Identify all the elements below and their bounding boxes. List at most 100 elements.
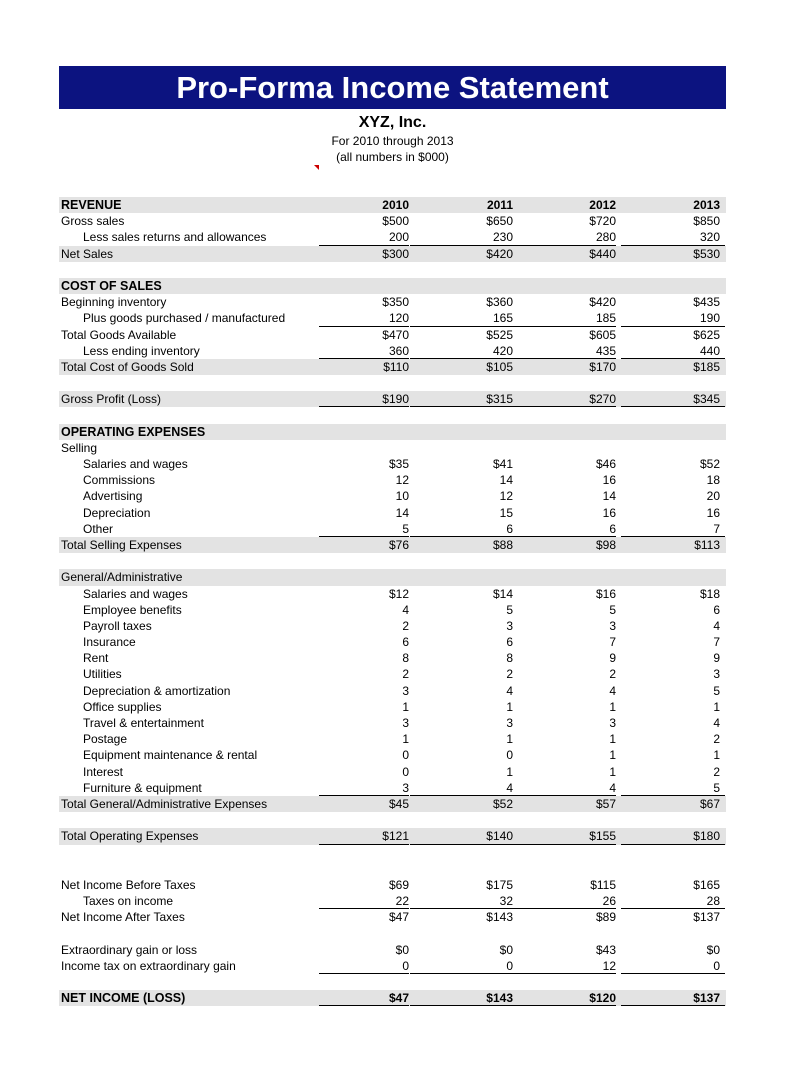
value-cell: 320 — [621, 229, 725, 246]
row-label: NET INCOME (LOSS) — [61, 991, 186, 1006]
value-cell: 2 — [402, 667, 409, 682]
value-cell: 1 — [402, 732, 409, 747]
value-cell: 2 — [713, 764, 720, 779]
value-cell: 1 — [609, 748, 616, 763]
value-cell: 190 — [621, 310, 725, 327]
value-cell: 5 — [506, 602, 513, 617]
table-row: Office supplies 1 1 1 1 — [59, 699, 726, 715]
table-row: Income tax on extraordinary gain 0 0 12 0 — [59, 958, 726, 975]
row-label: Income tax on extraordinary gain — [61, 958, 236, 973]
value-cell: 7 — [713, 635, 720, 650]
row-label: Travel & entertainment — [83, 716, 204, 730]
table-row: Total Selling Expenses $76 $88 $98 $113 — [59, 536, 726, 554]
value-cell: $140 — [410, 828, 513, 845]
value-cell: 1 — [506, 732, 513, 747]
value-cell: 10 — [395, 489, 409, 504]
value-cell: 15 — [499, 505, 513, 520]
value-cell: $625 — [693, 327, 720, 342]
row-label: Insurance — [83, 635, 136, 650]
value-cell: $190 — [319, 391, 409, 408]
value-cell: 3 — [609, 618, 616, 633]
value-cell: $605 — [589, 327, 616, 342]
table-row: Other 5 6 6 7 — [59, 521, 726, 538]
value-cell: $41 — [492, 457, 513, 471]
table-row: Utilities 2 2 2 3 — [59, 666, 726, 682]
value-cell: $0 — [499, 942, 513, 957]
row-label: General/Administrative — [61, 570, 183, 585]
row-label: Payroll taxes — [83, 618, 152, 633]
value-cell: 0 — [319, 958, 409, 975]
value-cell: $850 — [693, 214, 720, 229]
table-row: Employee benefits 4 5 5 6 — [59, 602, 726, 618]
value-cell: 14 — [499, 473, 513, 488]
value-cell: $110 — [383, 359, 409, 374]
table-row: Net Sales $300 $420 $440 $530 — [59, 245, 726, 262]
value-cell: 20 — [706, 489, 720, 504]
value-cell: 1 — [713, 699, 720, 714]
value-cell: 9 — [609, 651, 616, 666]
row-label: Postage — [83, 732, 128, 747]
value-cell: 4 — [410, 780, 513, 797]
value-cell: 6 — [713, 602, 720, 617]
value-cell: $46 — [595, 457, 616, 471]
value-cell: $0 — [706, 942, 720, 957]
value-cell: 8 — [402, 651, 409, 666]
row-label: Gross Profit (Loss) — [61, 392, 162, 407]
row-label: Total Goods Available — [61, 327, 177, 342]
value-cell: $69 — [388, 877, 409, 892]
value-cell: $155 — [513, 828, 616, 845]
value-cell: 16 — [706, 505, 720, 520]
row-label: Utilities — [83, 667, 122, 682]
value-cell: 2010 — [382, 198, 409, 212]
value-cell: 420 — [410, 343, 513, 360]
table-row: Interest 0 1 1 2 — [59, 764, 726, 780]
table-row: Furniture & equipment 3 4 4 5 — [59, 780, 726, 797]
row-label: Taxes on income — [83, 894, 174, 909]
row-label: Commissions — [83, 473, 156, 488]
table-row: Total Operating Expenses $121 $140 $155 $180 — [59, 828, 726, 845]
row-label: Beginning inventory — [61, 295, 167, 310]
value-cell: 200 — [319, 229, 409, 246]
value-cell: $0 — [395, 942, 409, 957]
value-cell: 1 — [506, 764, 513, 779]
value-cell: $165 — [693, 877, 720, 892]
value-cell: 0 — [506, 748, 513, 763]
row-label: Gross sales — [61, 214, 125, 229]
value-cell: 2011 — [486, 198, 513, 212]
value-cell: $47 — [319, 990, 409, 1007]
comment-indicator-icon — [314, 165, 319, 170]
row-label: Other — [83, 521, 114, 536]
value-cell: $300 — [382, 246, 409, 261]
value-cell: 0 — [621, 958, 725, 975]
table-row: OPERATING EXPENSES — [59, 423, 726, 440]
value-cell: $530 — [693, 246, 720, 261]
value-cell: 7 — [621, 521, 725, 538]
value-cell: $345 — [621, 391, 725, 408]
table-row: Extraordinary gain or loss $0 $0 $43 $0 — [59, 942, 726, 958]
value-cell: 3 — [713, 667, 720, 682]
value-cell: 4 — [609, 683, 616, 698]
value-cell: 1 — [506, 699, 513, 714]
value-cell: 18 — [706, 473, 720, 488]
value-cell: $52 — [699, 457, 720, 471]
value-cell: 4 — [513, 780, 616, 797]
value-cell: $47 — [388, 910, 409, 925]
value-cell: 26 — [513, 893, 616, 910]
table-row: Commissions 12 14 16 18 — [59, 472, 726, 488]
table-row: Taxes on income 22 32 26 28 — [59, 893, 726, 910]
value-cell: 2 — [713, 732, 720, 747]
value-cell: 2013 — [693, 198, 720, 212]
value-cell: 14 — [395, 505, 409, 520]
value-cell: 120 — [319, 310, 409, 327]
value-cell: 0 — [402, 748, 409, 763]
value-cell: 1 — [609, 764, 616, 779]
table-row — [59, 375, 726, 391]
value-cell: 9 — [713, 651, 720, 666]
value-cell: $137 — [693, 910, 720, 925]
table-row — [59, 925, 726, 941]
value-cell: 12 — [499, 489, 513, 504]
value-cell: 8 — [506, 651, 513, 666]
value-cell: $57 — [595, 796, 616, 811]
table-row — [59, 407, 726, 423]
value-cell: $88 — [492, 537, 513, 552]
